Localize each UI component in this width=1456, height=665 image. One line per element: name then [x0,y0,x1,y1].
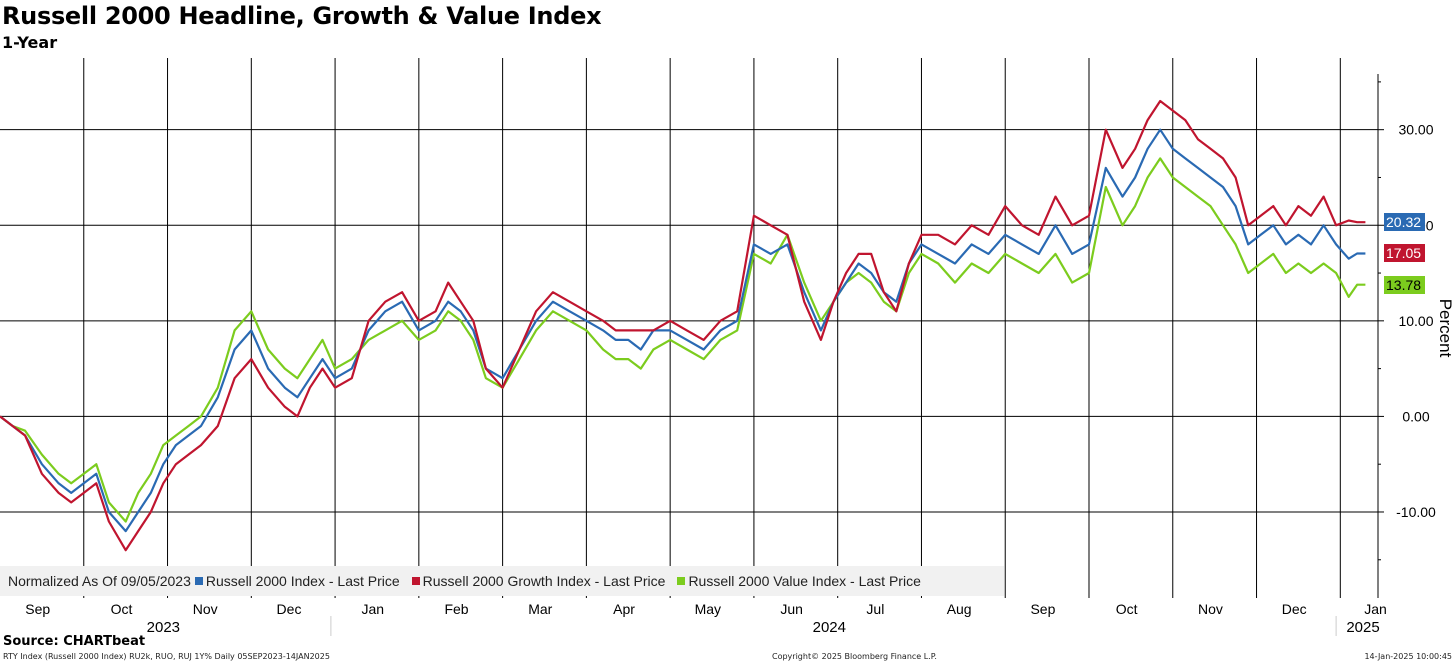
x-tick-label: Dec [277,601,302,617]
x-tick-label: Apr [613,601,635,617]
legend-item-russell-2000-value: Russell 2000 Value Index - Last Price [677,573,921,589]
x-tick-label: Oct [1116,601,1138,617]
chart-title: Russell 2000 Headline, Growth & Value In… [2,2,602,30]
x-tick-label: Dec [1282,601,1307,617]
legend-swatch-russell-2000-growth [411,577,420,585]
x-year-label: 2023 [147,619,180,636]
footer-timestamp: 14-Jan-2025 10:00:45 [1364,652,1452,661]
x-tick-label: Jan [361,601,384,617]
x-tick-label: Jun [780,601,803,617]
x-tick-label: May [695,601,721,617]
y-tick-label: 30.00 [1398,122,1433,138]
x-tick-label: Nov [1198,601,1223,617]
chart-legend: Normalized As Of 09/05/2023 Russell 2000… [0,566,1004,596]
series-line-russell-2000-growth [0,99,1366,552]
legend-label: Russell 2000 Index - Last Price [205,573,400,589]
footer-copyright: Copyright© 2025 Bloomberg Finance L.P. [772,652,937,661]
series-line-russell-2000 [0,128,1366,533]
legend-normalized-note: Normalized As Of 09/05/2023 [8,573,191,589]
legend-label: Russell 2000 Growth Index - Last Price [422,573,666,589]
legend-item-russell-2000-growth: Russell 2000 Growth Index - Last Price [411,573,666,589]
x-tick-label: Feb [444,601,468,617]
x-year-label: 2025 [1346,619,1379,636]
x-tick-label: Aug [947,601,972,617]
last-value-tag-russell-2000-value: 13.78 [1384,275,1426,294]
y-tick-label: 0.00 [1402,408,1429,424]
x-tick-label: Sep [25,601,50,617]
last-value-tag-russell-2000-growth: 17.05 [1384,244,1426,263]
x-year-label: 2024 [813,619,846,636]
x-tick-label: Mar [528,601,552,617]
y-axis-label: Percent [1436,299,1455,358]
x-tick-label: Oct [111,601,133,617]
legend-label: Russell 2000 Value Index - Last Price [688,573,921,589]
legend-swatch-russell-2000 [194,577,203,585]
x-tick-label: Sep [1030,601,1055,617]
chart-subtitle: 1-Year [2,33,58,52]
x-tick-label: Jul [866,601,884,617]
y-tick-label: 10.00 [1398,313,1433,329]
last-value-tag-russell-2000: 20.32 [1384,213,1426,232]
legend-swatch-russell-2000-value [677,577,686,585]
x-tick-label: Jan [1364,601,1387,617]
source-note: Source: CHARTbeat [3,634,146,649]
y-tick-label: -10.00 [1396,504,1436,520]
x-tick-label: Nov [193,601,218,617]
series-line-russell-2000-value [0,157,1366,523]
footer-series-info: RTY Index (Russell 2000 Index) RU2k, RUO… [3,652,330,661]
legend-item-russell-2000: Russell 2000 Index - Last Price [194,573,400,589]
